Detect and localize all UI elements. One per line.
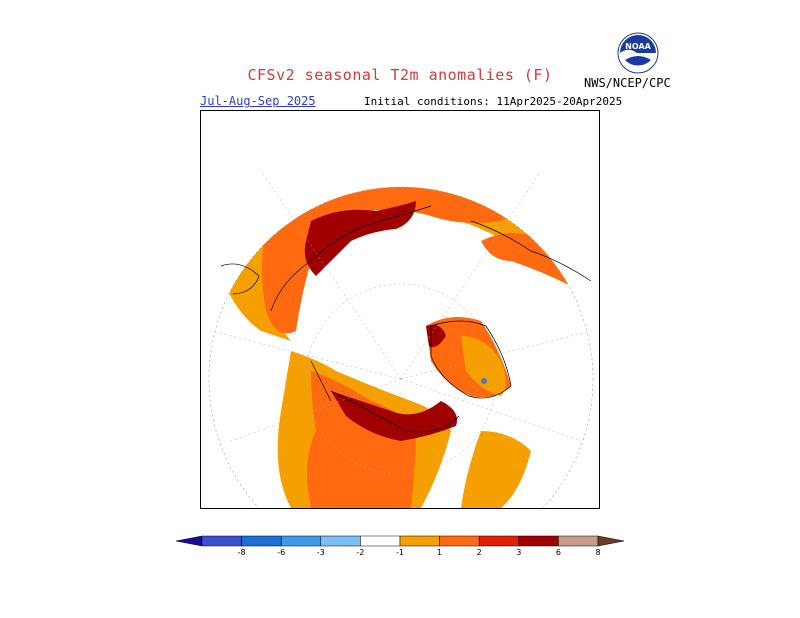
colorbar-swatch bbox=[439, 535, 480, 547]
colorbar-arrow-right bbox=[597, 535, 625, 547]
colorbar-legend: -8 -6 -3 -2 -1 1 2 3 6 8 bbox=[172, 532, 628, 562]
map-boundary-circle bbox=[208, 186, 594, 508]
colorbar-swatch bbox=[478, 535, 520, 547]
colorbar-tick-label: 3 bbox=[516, 548, 521, 557]
colorbar-tick-label: -2 bbox=[356, 548, 364, 557]
season-label: Jul-Aug-Sep 2025 bbox=[200, 94, 316, 108]
colorbar-swatch bbox=[320, 535, 361, 547]
colorbar-swatch bbox=[280, 535, 322, 547]
colorbar-tick-label: 6 bbox=[556, 548, 561, 557]
anomaly-region-cat4 bbox=[331, 391, 457, 441]
colorbar-arrow-left bbox=[175, 535, 203, 547]
logo-text: NOAA bbox=[625, 42, 651, 51]
colorbar-tick-label: 2 bbox=[477, 548, 482, 557]
colorbar-tick-label: -3 bbox=[317, 548, 325, 557]
colorbar-tick-label: -8 bbox=[238, 548, 246, 557]
colorbar-swatch bbox=[360, 535, 401, 547]
colorbar-svg: -8 -6 -3 -2 -1 1 2 3 6 8 bbox=[175, 535, 625, 557]
colorbar-swatch bbox=[241, 535, 282, 547]
colorbar-swatch bbox=[558, 535, 599, 547]
colorbar-tick-label: 8 bbox=[595, 548, 600, 557]
anomaly-region-cat1 bbox=[461, 336, 506, 396]
anomaly-region-cat2 bbox=[307, 371, 416, 508]
polar-map bbox=[208, 170, 594, 508]
noaa-logo-icon: NOAA bbox=[617, 32, 659, 74]
colorbar-swatch bbox=[201, 535, 242, 547]
anomaly-region-cat1 bbox=[461, 431, 531, 508]
initial-conditions-label: Initial conditions: 11Apr2025-20Apr2025 bbox=[364, 95, 623, 108]
anomaly-region-cat2 bbox=[481, 233, 575, 286]
colorbar-tick-label: -1 bbox=[396, 548, 404, 557]
agency-label: NWS/NCEP/CPC bbox=[584, 76, 671, 90]
colorbar-tick-label: -6 bbox=[277, 548, 285, 557]
map-panel bbox=[200, 110, 600, 509]
colorbar-swatch bbox=[518, 535, 559, 547]
colorbar-tick-label: 1 bbox=[437, 548, 442, 557]
colorbar-swatch bbox=[399, 535, 440, 547]
cold-anomaly-spot bbox=[481, 378, 487, 384]
chart-title: CFSv2 seasonal T2m anomalies (F) bbox=[247, 66, 553, 84]
anomaly-region-cat4 bbox=[304, 201, 416, 276]
